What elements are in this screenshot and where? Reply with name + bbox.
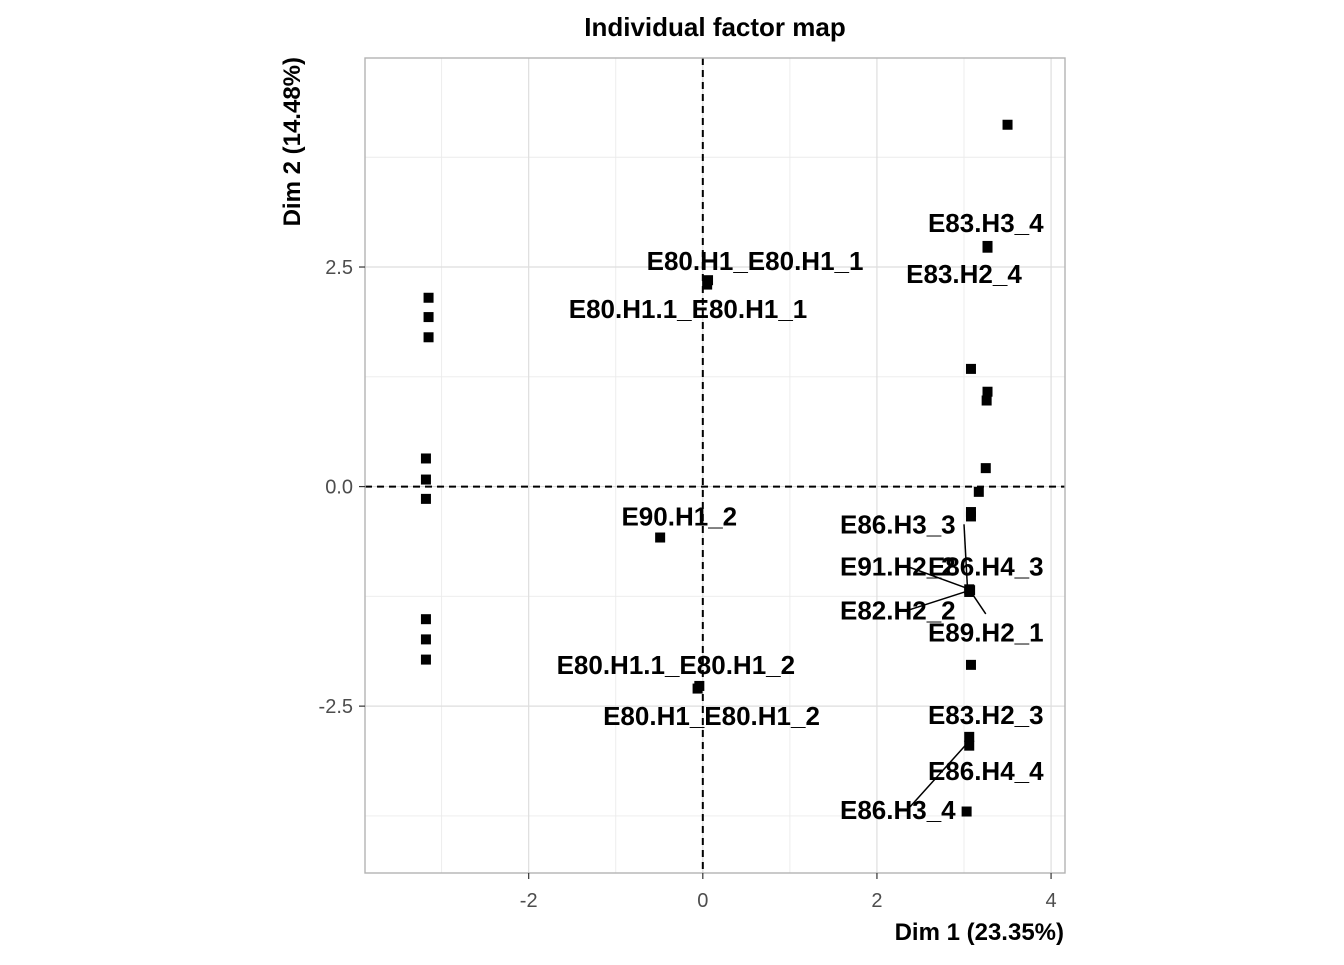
data-point [1002, 119, 1013, 130]
point-label: E86.H4_4 [928, 756, 1044, 786]
data-point [973, 486, 984, 497]
data-point [420, 614, 431, 625]
point-label: E80.H1_E80.H1_1 [647, 246, 864, 276]
data-point [420, 654, 431, 665]
point-label: E86.H4_3 [928, 551, 1044, 581]
y-axis-title: Dim 2 (14.48%) [279, 57, 306, 226]
data-point [655, 532, 666, 543]
data-point [965, 511, 976, 522]
chart-title: Individual factor map [584, 12, 846, 42]
leader-line [906, 742, 969, 811]
point-label: E80.H1.1_E80.H1_1 [569, 294, 808, 324]
label-leader-lines [906, 524, 987, 811]
leader-line [963, 524, 969, 589]
x-axis-title: Dim 1 (23.35%) [895, 919, 1064, 946]
y-tick-label: 2.5 [325, 257, 353, 279]
point-label: E91.H2_2 [840, 551, 956, 581]
data-point [694, 680, 705, 691]
data-point [964, 740, 975, 751]
x-tick-label: 4 [1046, 890, 1057, 912]
data-point [420, 634, 431, 645]
x-tick-label: 2 [871, 890, 882, 912]
data-point [420, 453, 431, 464]
point-label: E83.H2_3 [928, 700, 1044, 730]
data-point [423, 292, 434, 303]
data-point [423, 312, 434, 323]
data-point [702, 279, 713, 290]
leader-line [907, 565, 968, 590]
data-point [965, 363, 976, 374]
data-point [982, 386, 993, 397]
data-point [982, 242, 993, 253]
point-label: E89.H2_1 [928, 617, 1044, 647]
point-labels: E80.H1_E80.H1_1 E80.H1.1_E80.H1_1 E83.H3_4… [557, 208, 1045, 825]
y-tick-label: 0.0 [325, 477, 353, 499]
leader-line [907, 590, 968, 612]
data-point [965, 585, 976, 596]
points [420, 119, 1013, 817]
data-point [981, 395, 992, 406]
data-point [423, 332, 434, 343]
data-point [420, 474, 431, 485]
point-label: E80.H1.1_E80.H1_2 [557, 650, 796, 680]
data-point [964, 731, 975, 742]
point-label: E86.H3_3 [840, 509, 956, 539]
point-label: E90.H1_2 [621, 501, 737, 531]
data-point [420, 493, 431, 504]
data-point [965, 659, 976, 670]
data-point [980, 463, 991, 474]
x-tick-label: 0 [697, 890, 708, 912]
y-tick-label: -2.5 [319, 696, 353, 718]
reference-lines [365, 58, 1065, 873]
x-tick-label: -2 [520, 890, 538, 912]
point-label: E83.H3_4 [928, 208, 1044, 238]
data-point [961, 806, 972, 817]
point-label: E86.H3_4 [840, 795, 956, 825]
point-label: E80.H1_E80.H1_2 [603, 701, 820, 731]
panel-border [364, 57, 1066, 874]
point-label: E82.H2_2 [840, 595, 956, 625]
point-label: E83.H2_4 [906, 259, 1022, 289]
axis-ticks: -2 0 2 4 -2.5 0.0 2.5 [319, 257, 1057, 912]
